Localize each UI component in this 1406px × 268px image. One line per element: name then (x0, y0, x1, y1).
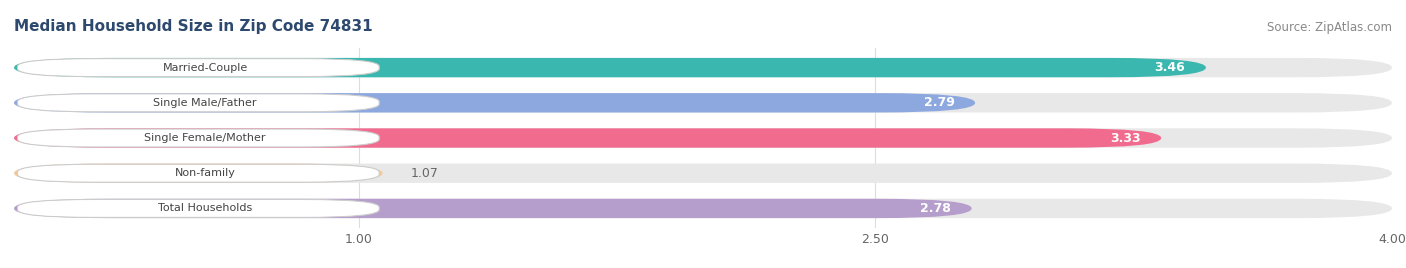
Text: Single Female/Mother: Single Female/Mother (145, 133, 266, 143)
Text: 1.07: 1.07 (411, 167, 439, 180)
FancyBboxPatch shape (17, 164, 380, 182)
FancyBboxPatch shape (14, 58, 1206, 77)
FancyBboxPatch shape (14, 199, 1392, 218)
Text: 3.33: 3.33 (1109, 132, 1140, 144)
FancyBboxPatch shape (14, 199, 972, 218)
Text: 2.79: 2.79 (924, 96, 955, 109)
Text: 3.46: 3.46 (1154, 61, 1185, 74)
FancyBboxPatch shape (17, 59, 380, 77)
Text: 2.78: 2.78 (920, 202, 950, 215)
FancyBboxPatch shape (17, 94, 380, 112)
FancyBboxPatch shape (14, 93, 1392, 113)
FancyBboxPatch shape (14, 128, 1161, 148)
FancyBboxPatch shape (14, 163, 382, 183)
Text: Non-family: Non-family (174, 168, 236, 178)
FancyBboxPatch shape (17, 199, 380, 217)
Text: Median Household Size in Zip Code 74831: Median Household Size in Zip Code 74831 (14, 19, 373, 34)
FancyBboxPatch shape (14, 128, 1392, 148)
FancyBboxPatch shape (17, 129, 380, 147)
Text: Source: ZipAtlas.com: Source: ZipAtlas.com (1267, 21, 1392, 34)
FancyBboxPatch shape (14, 163, 1392, 183)
FancyBboxPatch shape (14, 93, 976, 113)
Text: Married-Couple: Married-Couple (163, 63, 247, 73)
Text: Single Male/Father: Single Male/Father (153, 98, 257, 108)
FancyBboxPatch shape (14, 58, 1392, 77)
Text: Total Households: Total Households (157, 203, 252, 213)
